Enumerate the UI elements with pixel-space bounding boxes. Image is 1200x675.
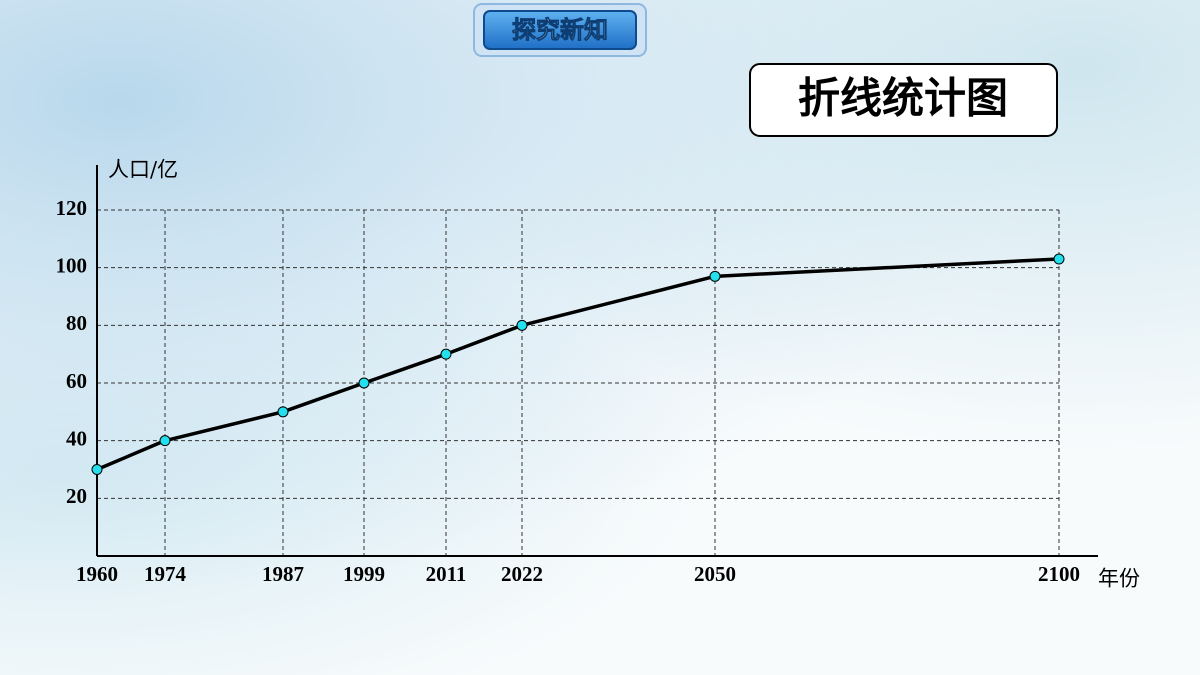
title-box — [749, 63, 1058, 137]
point — [709, 270, 721, 282]
point — [91, 464, 103, 475]
x-tick-label: 2022 — [501, 562, 543, 586]
y-tick-label: 80 — [66, 311, 87, 335]
x-tick-label: 2050 — [694, 562, 736, 586]
y-tick-label: 40 — [66, 426, 87, 450]
x-tick-label: 2100 — [1038, 562, 1080, 586]
y-tick-label: 60 — [66, 369, 87, 393]
y-tick-label: 120 — [56, 196, 88, 220]
chart-title: 折线统计图 — [798, 74, 1008, 123]
point — [277, 406, 289, 418]
x-tick-label: 1974 — [144, 562, 187, 586]
line — [96, 257, 1060, 472]
point — [440, 348, 452, 360]
point — [358, 377, 370, 389]
point — [1053, 253, 1065, 265]
plot: 20 40 60 80 100 120 1960 1974 1987 1999 2011 2022 20… — [56, 165, 1098, 586]
y-axis-label: 人口/亿 — [108, 158, 178, 182]
x-tick-label: 2011 — [426, 562, 467, 586]
x-tick-label: 1999 — [343, 562, 385, 586]
badge-text: 探究新知 — [512, 16, 608, 44]
x-tick-label: 1960 — [76, 562, 118, 586]
x-axis-label: 年份 — [1098, 567, 1140, 591]
badge — [483, 10, 637, 50]
y-tick-label: 20 — [66, 484, 87, 508]
point — [516, 319, 528, 331]
point — [159, 435, 171, 447]
x-tick-label: 1987 — [262, 562, 304, 586]
y-tick-label: 100 — [56, 253, 88, 277]
